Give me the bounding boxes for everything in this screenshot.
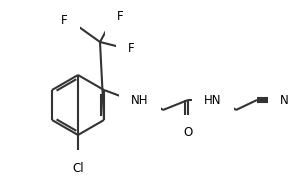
Text: F: F	[61, 15, 68, 28]
Text: N: N	[280, 94, 289, 106]
Text: NH: NH	[131, 94, 149, 106]
Text: F: F	[128, 43, 135, 56]
Text: Cl: Cl	[72, 161, 84, 174]
Text: F: F	[117, 11, 124, 23]
Text: O: O	[183, 126, 193, 139]
Text: HN: HN	[204, 94, 222, 106]
